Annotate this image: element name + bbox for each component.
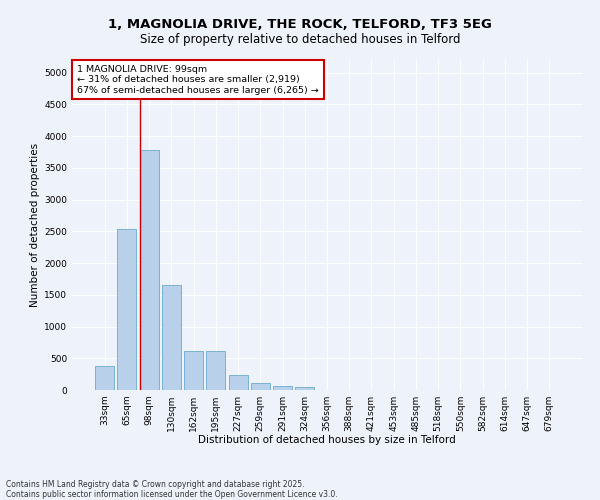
Bar bbox=[184, 350, 203, 390]
Text: Size of property relative to detached houses in Telford: Size of property relative to detached ho… bbox=[140, 32, 460, 46]
Bar bbox=[162, 286, 181, 390]
Bar bbox=[229, 376, 248, 390]
Text: Contains HM Land Registry data © Crown copyright and database right 2025.
Contai: Contains HM Land Registry data © Crown c… bbox=[6, 480, 338, 499]
Text: 1 MAGNOLIA DRIVE: 99sqm
← 31% of detached houses are smaller (2,919)
67% of semi: 1 MAGNOLIA DRIVE: 99sqm ← 31% of detache… bbox=[77, 65, 319, 95]
Bar bbox=[251, 383, 270, 390]
Bar bbox=[295, 387, 314, 390]
Bar bbox=[206, 350, 225, 390]
Bar bbox=[273, 386, 292, 390]
Text: 1, MAGNOLIA DRIVE, THE ROCK, TELFORD, TF3 5EG: 1, MAGNOLIA DRIVE, THE ROCK, TELFORD, TF… bbox=[108, 18, 492, 30]
Bar bbox=[95, 366, 114, 390]
Bar bbox=[118, 230, 136, 390]
X-axis label: Distribution of detached houses by size in Telford: Distribution of detached houses by size … bbox=[198, 436, 456, 446]
Y-axis label: Number of detached properties: Number of detached properties bbox=[30, 143, 40, 307]
Bar bbox=[140, 150, 158, 390]
